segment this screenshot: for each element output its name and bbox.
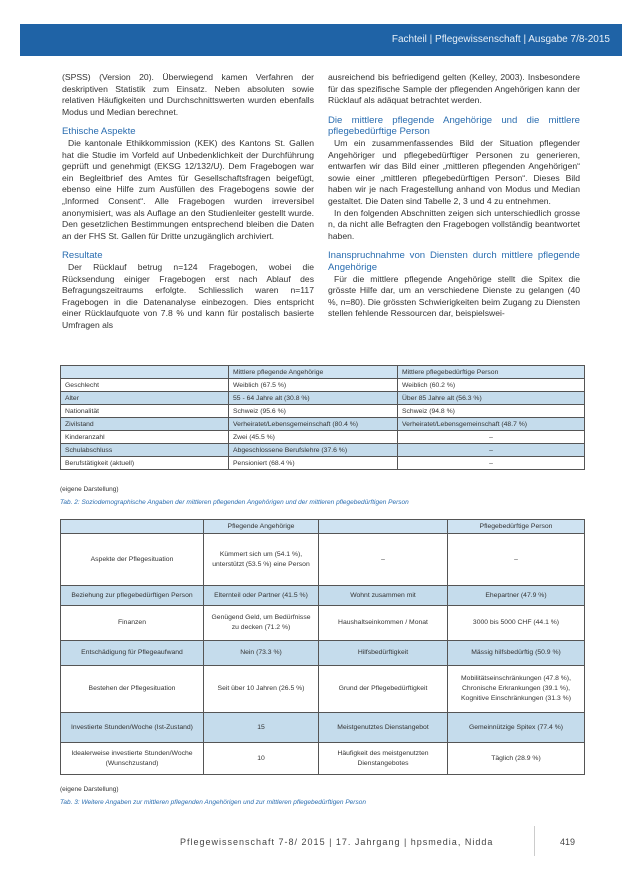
table-2: Mittlere pflegende Angehörige Mittlere pf…	[60, 365, 585, 470]
cell: 3000 bis 5000 CHF (44.1 %)	[447, 605, 585, 641]
footer-text: Pflegewissenschaft 7-8/ 2015 | 17. Jahrg…	[180, 837, 494, 847]
cell: Entschädigung für Pflegeaufwand	[60, 640, 204, 666]
cell: Aspekte der Pflegesituation	[60, 533, 204, 586]
cell: Gemeinnützige Spitex (77.4 %)	[447, 712, 585, 743]
section-heading: Die mittlere pflegende Angehörige und di…	[328, 114, 580, 138]
cell: Weiblich (60.2 %)	[397, 378, 585, 392]
cell: Mässig hilfsbedürftig (50.9 %)	[447, 640, 585, 666]
running-header: Fachteil | Pflegewissenschaft | Ausgabe …	[20, 24, 622, 56]
table-row: Beziehung zur pflegebedürftigen Person El…	[60, 585, 585, 606]
table-row: Nationalität Schweiz (95.6 %) Schweiz (94.…	[60, 404, 585, 418]
cell: –	[318, 533, 448, 586]
header-cell: Mittlere pflegende Angehörige	[228, 365, 398, 379]
cell: Grund der Pflegebedürftigkeit	[318, 665, 448, 713]
cell: Haushaltseinkommen / Monat	[318, 605, 448, 641]
header-cell: Pflegebedürftige Person	[447, 519, 585, 534]
cell: 10	[203, 742, 319, 775]
cell: Ehepartner (47.9 %)	[447, 585, 585, 606]
table-header-row: Pflegende Angehörige Pflegebedürftige Per…	[60, 519, 585, 534]
table-caption: Tab. 2: Soziodemographische Angaben der …	[60, 499, 409, 506]
header-cell	[60, 365, 229, 379]
cell: Abgeschlossene Berufslehre (37.6 %)	[228, 443, 398, 457]
table-row: Schulabschluss Abgeschlossene Berufslehre…	[60, 443, 585, 457]
cell: Zwei (45.5 %)	[228, 430, 398, 444]
left-column: (SPSS) (Version 20). Überwiegend kamen V…	[62, 72, 314, 331]
table-row: Geschlecht Weiblich (67.5 %) Weiblich (60.…	[60, 378, 585, 392]
table-header-row: Mittlere pflegende Angehörige Mittlere pf…	[60, 365, 585, 379]
page-number: 419	[560, 837, 576, 847]
cell: Meistgenutztes Dienstangebot	[318, 712, 448, 743]
cell: –	[397, 430, 585, 444]
paragraph: Der Rücklauf betrug n=124 Fragebogen, wo…	[62, 261, 314, 330]
header-cell	[318, 519, 448, 534]
cell: Schweiz (94.8 %)	[397, 404, 585, 418]
cell: Idealerweise investierte Stunden/Woche (…	[60, 742, 204, 775]
cell: Schweiz (95.6 %)	[228, 404, 398, 418]
cell: Geschlecht	[60, 378, 229, 392]
cell: Hilfsbedürftigkeit	[318, 640, 448, 666]
cell: Verheiratet/Lebensgemeinschaft (48.7 %)	[397, 417, 585, 431]
cell: Beziehung zur pflegebedürftigen Person	[60, 585, 204, 606]
table-note: (eigene Darstellung)	[60, 486, 119, 493]
cell: Nationalität	[60, 404, 229, 418]
right-column: ausreichend bis befriedigend gelten (Kel…	[328, 72, 580, 320]
cell: Über 85 Jahre alt (56.3 %)	[397, 391, 585, 405]
cell: Verheiratet/Lebensgemeinschaft (80.4 %)	[228, 417, 398, 431]
cell: Kinderanzahl	[60, 430, 229, 444]
cell: Weiblich (67.5 %)	[228, 378, 398, 392]
footer-divider	[534, 826, 535, 856]
table-row: Idealerweise investierte Stunden/Woche (…	[60, 742, 585, 775]
cell: Nein (73.3 %)	[203, 640, 319, 666]
section-heading: Inanspruchnahme von Diensten durch mittl…	[328, 250, 580, 273]
table-row: Alter 55 - 64 Jahre alt (30.8 %) Über 85 J…	[60, 391, 585, 405]
table-row: Entschädigung für Pflegeaufwand Nein (73.…	[60, 640, 585, 666]
cell: Finanzen	[60, 605, 204, 641]
paragraph: Die kantonale Ethikkommission (KEK) des …	[62, 137, 314, 241]
cell: Mobilitätseinschränkungen (47.8 %), Chro…	[447, 665, 585, 713]
cell: Häufigkeit des meistgenutzten Dienstange…	[318, 742, 448, 775]
table-caption: Tab. 3: Weitere Angaben zur mittleren pf…	[60, 799, 366, 806]
header-cell: Mittlere pflegebedürftige Person	[397, 365, 585, 379]
section-heading-ethics: Ethische Aspekte	[62, 126, 136, 138]
cell: Schulabschluss	[60, 443, 229, 457]
cell: Alter	[60, 391, 229, 405]
cell: Berufstätigkeit (aktuell)	[60, 456, 229, 470]
table-row: Investierte Stunden/Woche (Ist-Zustand) 1…	[60, 712, 585, 743]
table-row: Aspekte der Pflegesituation Kümmert sich …	[60, 533, 585, 586]
section-heading-results: Resultate	[62, 250, 103, 262]
cell: Kümmert sich um (54.1 %), unterstützt (5…	[203, 533, 319, 586]
cell: 55 - 64 Jahre alt (30.8 %)	[228, 391, 398, 405]
cell: Bestehen der Pflegesituation	[60, 665, 204, 713]
cell: Elternteil oder Partner (41.5 %)	[203, 585, 319, 606]
cell: Investierte Stunden/Woche (Ist-Zustand)	[60, 712, 204, 743]
cell: Täglich (28.9 %)	[447, 742, 585, 775]
table-row: Berufstätigkeit (aktuell) Pensioniert (68…	[60, 456, 585, 470]
paragraph: Für die mittlere pflegende Angehörige st…	[328, 273, 580, 319]
table-row: Zivilstand Verheiratet/Lebensgemeinschaft…	[60, 417, 585, 431]
paragraph: Um ein zusammenfassendes Bild der Situat…	[328, 137, 580, 206]
paragraph: ausreichend bis befriedigend gelten (Kel…	[328, 72, 580, 106]
cell: Genügend Geld, um Bedürfnisse zu decken …	[203, 605, 319, 641]
cell: 15	[203, 712, 319, 743]
cell: –	[397, 443, 585, 457]
table-row: Kinderanzahl Zwei (45.5 %) –	[60, 430, 585, 444]
paragraph: (SPSS) (Version 20). Überwiegend kamen V…	[62, 72, 314, 117]
cell: Zivilstand	[60, 417, 229, 431]
cell: Wohnt zusammen mit	[318, 585, 448, 606]
cell: Seit über 10 Jahren (26.5 %)	[203, 665, 319, 713]
cell: –	[447, 533, 585, 586]
table-note: (eigene Darstellung)	[60, 786, 119, 793]
cell: Pensioniert (68.4 %)	[228, 456, 398, 470]
header-cell: Pflegende Angehörige	[203, 519, 319, 534]
paragraph: In den folgenden Abschnitten zeigen sich…	[328, 207, 580, 241]
header-cell	[60, 519, 204, 534]
table-row: Finanzen Genügend Geld, um Bedürfnisse zu…	[60, 605, 585, 641]
cell: –	[397, 456, 585, 470]
running-head-text: Fachteil | Pflegewissenschaft | Ausgabe …	[391, 34, 610, 45]
table-3: Pflegende Angehörige Pflegebedürftige Per…	[60, 519, 585, 775]
table-row: Bestehen der Pflegesituation Seit über 10…	[60, 665, 585, 713]
